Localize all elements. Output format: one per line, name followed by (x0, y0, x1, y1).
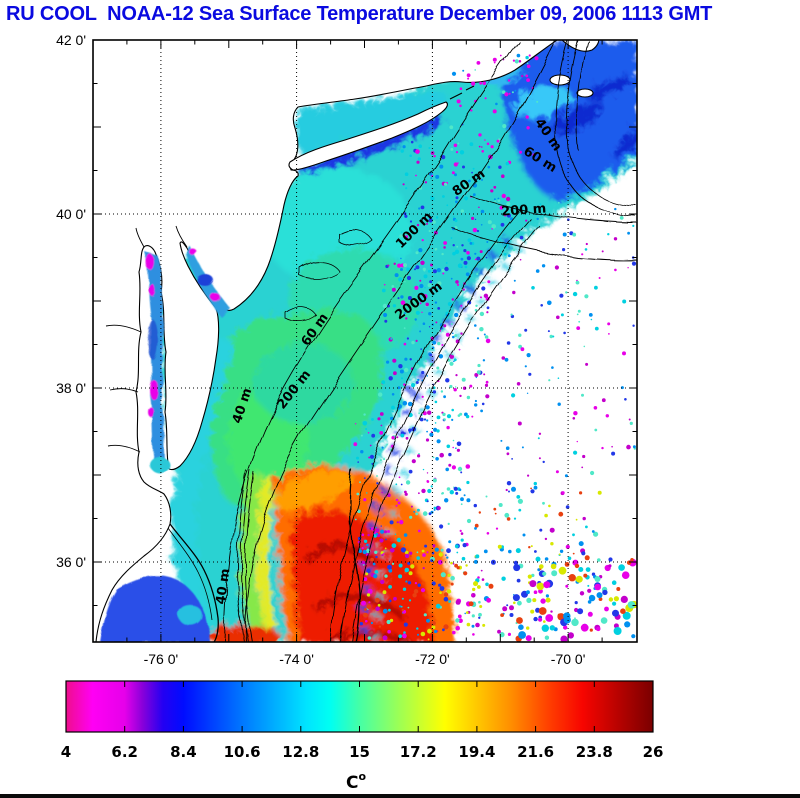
pamlico-sound-water (100, 575, 210, 642)
cb-label: 4 (61, 743, 71, 761)
chesapeake-magenta (148, 407, 154, 417)
bathymetry-contours (223, 40, 637, 642)
sst-dark-blue-streak (609, 126, 637, 154)
colorbar-tick-labels: 4 6.2 8.4 10.6 12.8 15 17.2 19.4 21.6 23… (61, 743, 664, 761)
lat-label-42: 42 0' (56, 32, 86, 48)
delaware-bay-blue (197, 274, 213, 286)
chesapeake-magenta (150, 380, 158, 400)
figure-title: RU COOL NOAA-12 Sea Surface Temperature … (6, 3, 713, 25)
delaware-bay-magenta (210, 293, 220, 301)
colorbar-gradient-bar (65, 680, 654, 733)
li-east-islets (449, 85, 475, 100)
y-axis-labels: 42 0' 40 0' 38 0' 36 0' (56, 32, 86, 570)
lat-label-38: 38 0' (56, 380, 86, 396)
lat-label-36: 36 0' (56, 554, 86, 570)
chesapeake-magenta (146, 254, 154, 270)
lon-label-70: -70 0' (551, 651, 586, 667)
pamlico-cyan (178, 605, 202, 625)
cb-label: 23.8 (576, 743, 613, 761)
sst-edge-mottle-blue (355, 232, 509, 642)
long-island (288, 101, 448, 171)
cb-label: 8.4 (170, 743, 197, 761)
sst-dark-blue-streak (582, 72, 628, 98)
sst-bright-patch (510, 84, 570, 116)
sst-darkred-streak (328, 627, 410, 642)
cb-label: 15 (349, 743, 370, 761)
figure-bottom-border (0, 794, 800, 798)
colorbar-unit: Co (346, 770, 366, 793)
delaware-bay-magenta (189, 249, 197, 255)
graticule (93, 40, 637, 642)
colorbar: 4 6.2 8.4 10.6 12.8 15 17.2 19.4 21.6 23… (61, 680, 664, 793)
cb-label: 21.6 (517, 743, 554, 761)
x-axis-labels: -76 0' -74 0' -72 0' -70 0' (144, 651, 586, 667)
estuary-waters (100, 246, 230, 642)
sst-li-sound (290, 88, 445, 155)
sst-darkred-streak (310, 590, 402, 617)
landmass (93, 40, 600, 642)
cb-label: 26 (643, 743, 664, 761)
sst-dark-blue-streak (550, 98, 600, 132)
cape-cod (561, 40, 600, 52)
cloud-speckle-field (353, 53, 637, 642)
cb-label: 17.2 (400, 743, 437, 761)
lon-label-74: -74 0' (279, 651, 314, 667)
colorbar-ticks (65, 681, 654, 732)
cb-label: 19.4 (458, 743, 495, 761)
sst-red-spur (202, 622, 278, 642)
rivers (105, 225, 188, 453)
sst-teal-patch (250, 340, 350, 420)
contour-label: 40 m (214, 568, 234, 606)
chesapeake-mid-blue (148, 320, 158, 360)
cb-label: 10.6 (224, 743, 261, 761)
contour-label: 200 m (501, 201, 547, 219)
lon-label-76: -76 0' (144, 651, 179, 667)
chesapeake-magenta (149, 284, 155, 296)
lon-label-72: -72 0' (415, 651, 450, 667)
chesapeake-mouth-cyan (150, 457, 170, 473)
lat-label-40: 40 0' (56, 206, 86, 222)
cb-label: 6.2 (111, 743, 138, 761)
island-nantucket (576, 88, 594, 98)
outer-banks-inner (167, 527, 213, 621)
cb-label: 12.8 (282, 743, 319, 761)
axis-ticks (93, 40, 637, 642)
outer-banks (169, 523, 219, 642)
sst-darkred-streak (300, 541, 375, 563)
sst-orange-cap (269, 466, 351, 508)
